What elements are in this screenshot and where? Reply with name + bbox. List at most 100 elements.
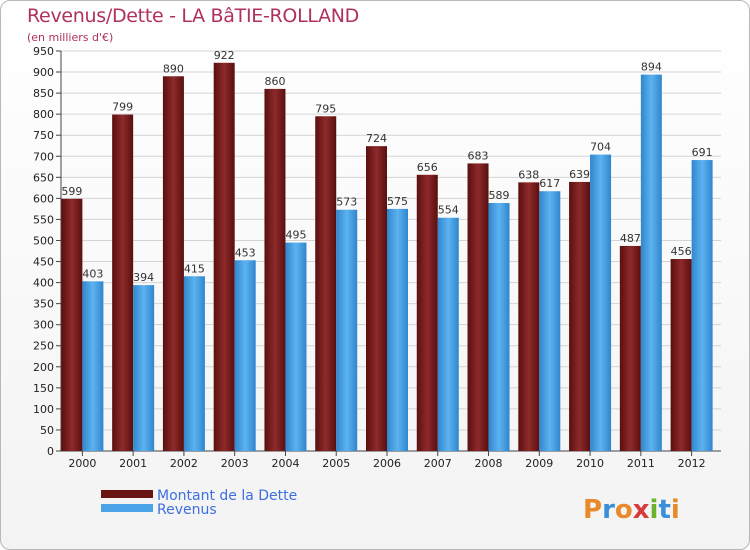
legend-label-revenus: Revenus [157, 502, 217, 518]
bar-dette [366, 146, 387, 451]
data-label: 683 [468, 149, 489, 162]
y-tick-label: 550 [33, 213, 54, 226]
bar-dette [467, 163, 489, 451]
x-tick-label: 2001 [119, 457, 147, 470]
data-label: 799 [112, 101, 133, 114]
data-label: 617 [539, 177, 560, 190]
bar-dette [162, 76, 184, 452]
legend: Montant de la Dette Revenus [101, 488, 297, 518]
data-label: 589 [489, 189, 510, 202]
y-tick-label: 0 [47, 445, 54, 458]
x-tick-label: 2000 [68, 457, 96, 470]
bar-dette [569, 181, 591, 451]
legend-swatch-revenus [101, 504, 153, 512]
data-label: 922 [214, 49, 235, 62]
data-label: 890 [163, 62, 184, 75]
y-tick-label: 600 [33, 192, 54, 205]
x-tick-label: 2004 [271, 457, 299, 470]
x-tick-label: 2012 [678, 457, 706, 470]
bar-dette [213, 62, 235, 451]
bar-dette [670, 259, 692, 451]
data-label: 724 [366, 132, 387, 145]
bar-dette [619, 245, 641, 451]
data-label: 894 [641, 61, 662, 74]
x-tick-label: 2008 [475, 457, 503, 470]
proxiti-logo: Proxiti [583, 495, 680, 525]
bar-revenus [82, 281, 104, 451]
data-label: 554 [438, 204, 459, 217]
y-tick-labels: 0 50 100 150 200 250 300 350 400 450 500 550 600 650 7… [33, 45, 54, 458]
x-tick-label: 2010 [576, 457, 604, 470]
bar-revenus [183, 276, 205, 451]
y-tick-label: 50 [40, 424, 54, 437]
y-tick-label: 300 [33, 319, 54, 332]
y-tick-label: 500 [33, 234, 54, 247]
data-label: 860 [264, 75, 285, 88]
bar-dette [112, 114, 134, 451]
data-label: 656 [417, 161, 438, 174]
bar-revenus [133, 285, 155, 451]
bar-revenus [590, 154, 612, 451]
bar-revenus [336, 209, 358, 451]
y-tick-label: 800 [33, 108, 54, 121]
bar-dette [264, 88, 286, 451]
data-label: 456 [671, 245, 692, 258]
bar-revenus [437, 217, 459, 451]
data-label: 495 [285, 229, 306, 242]
data-label: 599 [61, 185, 82, 198]
y-tick-label: 350 [33, 298, 54, 311]
data-label: 575 [387, 195, 408, 208]
data-label: 487 [620, 232, 641, 245]
data-labels: 599 403 799 394 890 415 922 453 860 495 795 573 724 5… [61, 49, 712, 284]
legend-label-debt: Montant de la Dette [157, 488, 297, 504]
data-label: 691 [692, 146, 713, 159]
y-tick-label: 150 [33, 382, 54, 395]
bar-revenus [488, 203, 510, 451]
data-label: 415 [184, 262, 205, 275]
bar-revenus [691, 160, 713, 452]
data-label: 639 [569, 168, 590, 181]
y-tick-label: 900 [33, 66, 54, 79]
bar-revenus [285, 242, 307, 451]
bar-dette [315, 116, 337, 452]
y-tick-label: 200 [33, 361, 54, 374]
data-label: 795 [315, 102, 336, 115]
bar-dette [518, 182, 540, 452]
x-tick-label: 2007 [424, 457, 452, 470]
data-label: 394 [133, 271, 154, 284]
bars [61, 62, 713, 452]
data-label: 704 [590, 141, 611, 154]
data-label: 453 [235, 246, 256, 259]
y-tick-label: 700 [33, 150, 54, 163]
bar-dette [61, 198, 83, 451]
bar-revenus [234, 260, 256, 451]
x-tick-label: 2011 [627, 457, 655, 470]
y-tick-label: 950 [33, 45, 54, 58]
x-tick-labels: 2000 2001 2002 2003 2004 2005 2006 2007 2008 2009… [68, 457, 705, 470]
bar-revenus [640, 74, 662, 451]
x-tick-label: 2005 [322, 457, 350, 470]
x-tick-label: 2002 [170, 457, 198, 470]
chart-title: Revenus/Dette - LA BâTIE-ROLLAND [27, 5, 360, 27]
y-tick-label: 450 [33, 256, 54, 269]
x-tick-label: 2009 [525, 457, 553, 470]
x-tick-label: 2003 [221, 457, 249, 470]
y-tick-label: 650 [33, 171, 54, 184]
data-label: 573 [336, 196, 357, 209]
chart-subtitle: (en milliers d'€) [27, 31, 114, 44]
data-label: 638 [518, 168, 539, 181]
x-tick-label: 2006 [373, 457, 401, 470]
data-label: 403 [82, 267, 103, 280]
y-tick-label: 750 [33, 129, 54, 142]
bar-revenus [539, 191, 561, 452]
y-tick-label: 100 [33, 403, 54, 416]
y-tick-label: 250 [33, 340, 54, 353]
y-tick-label: 850 [33, 87, 54, 100]
legend-swatch-debt [101, 490, 153, 498]
bar-revenus [387, 208, 408, 451]
svg-text:Proxiti: Proxiti [583, 495, 680, 525]
bar-dette [416, 174, 438, 451]
y-tick-label: 400 [33, 277, 54, 290]
